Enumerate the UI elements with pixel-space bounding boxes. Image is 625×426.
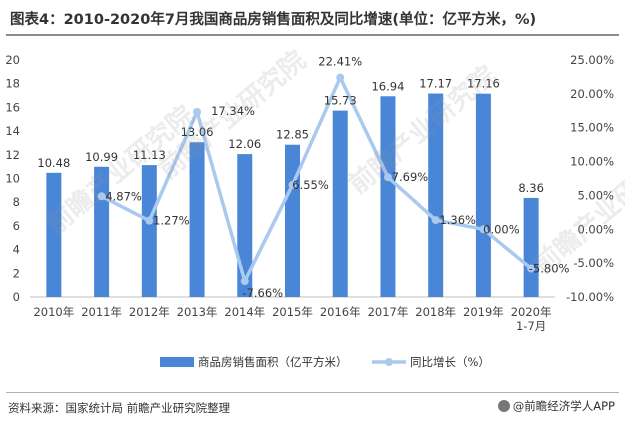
bar-value-label: 13.06 xyxy=(181,125,214,139)
y-left-tick-label: 20 xyxy=(5,53,20,67)
x-tick-label: 2014年 xyxy=(224,305,265,319)
growth-value-label: 6.55% xyxy=(292,178,329,192)
bar xyxy=(523,197,539,297)
y-left-tick-label: 14 xyxy=(5,124,20,138)
legend-bar-label: 商品房销售面积（亿平方米） xyxy=(198,355,348,369)
bar xyxy=(94,166,110,297)
y-right-tick-label: 15.00% xyxy=(570,121,614,135)
brand-credit: @前瞻经济学人APP xyxy=(497,398,615,414)
growth-point xyxy=(527,264,536,273)
growth-point xyxy=(145,216,154,225)
bar-value-label: 10.99 xyxy=(85,150,118,164)
chart-title: 图表4：2010-2020年7月我国商品房销售面积及同比增速(单位：亿平方米，%… xyxy=(10,12,537,28)
bar-value-label: 17.17 xyxy=(419,77,452,91)
bar xyxy=(46,172,62,297)
bar xyxy=(141,165,157,297)
y-left-tick-label: 12 xyxy=(5,148,20,162)
growth-value-label: 4.87% xyxy=(105,189,142,203)
bar-value-label: 17.16 xyxy=(467,77,500,91)
growth-line xyxy=(100,75,533,283)
bar-value-label: 11.13 xyxy=(133,148,166,162)
growth-value-label: 7.69% xyxy=(392,170,429,184)
bar xyxy=(285,144,300,297)
legend-bar-swatch xyxy=(160,357,194,367)
x-tick-label: 1-7月 xyxy=(516,319,546,333)
growth-value-label: 0.00% xyxy=(483,222,520,236)
x-tick-label: 2016年 xyxy=(320,305,361,319)
y-right-tick-label: 0.00% xyxy=(577,222,614,236)
growth-value-label: -7.66% xyxy=(242,286,283,300)
growth-value-label: 1.36% xyxy=(439,213,476,227)
title-divider xyxy=(6,34,619,36)
y-left-tick-label: 10 xyxy=(5,172,20,186)
y-right-tick-label: -10.00% xyxy=(566,290,614,304)
bar xyxy=(189,142,205,297)
chart: 0 2 4 6 8 10 12 14 16 18 20 -10.00% -5.00% 0.00% 5.00%… xyxy=(5,53,614,369)
bar xyxy=(475,93,491,298)
legend-line-marker xyxy=(385,358,393,366)
growth-point xyxy=(479,225,488,234)
growth-point xyxy=(288,180,297,189)
growth-point xyxy=(97,192,106,201)
y-left-tick-label: 6 xyxy=(13,219,20,233)
bar-value-label: 15.73 xyxy=(324,94,357,108)
y-left-tick-label: 4 xyxy=(13,243,20,257)
source-note: 资料来源：国家统计局 前瞻产业研究院整理 xyxy=(8,401,231,415)
growth-value-label: 22.41% xyxy=(318,55,362,69)
legend-line-label: 同比增长（%） xyxy=(410,355,490,369)
y-right-tick-label: 5.00% xyxy=(577,188,614,202)
bar-value-label: 10.48 xyxy=(37,156,70,170)
x-tick-label: 2017年 xyxy=(368,305,409,319)
y-right-tick-label: -5.00% xyxy=(573,256,614,270)
y-left-tick-label: 0 xyxy=(13,290,20,304)
bar-value-label: 12.06 xyxy=(228,137,261,151)
brand-text: @前瞻经济学人APP xyxy=(512,399,615,413)
brand-logo-icon xyxy=(497,400,510,412)
growth-point xyxy=(431,216,440,225)
growth-point xyxy=(193,107,202,116)
bar xyxy=(237,154,253,297)
x-tick-label: 2018年 xyxy=(415,305,456,319)
x-tick-label: 2011年 xyxy=(81,305,122,319)
y-left-tick-label: 8 xyxy=(13,195,20,209)
y-left-tick-label: 16 xyxy=(5,100,20,114)
bar-value-label: 16.94 xyxy=(371,79,404,93)
y-left-tick-label: 2 xyxy=(13,266,20,280)
footer-divider xyxy=(6,392,619,393)
x-tick-label: 2010年 xyxy=(33,305,74,319)
growth-point xyxy=(336,73,345,82)
y-right-tick-label: 25.00% xyxy=(570,53,614,67)
bar xyxy=(428,93,444,298)
growth-value-label: 17.34% xyxy=(211,104,255,118)
bar-value-label: 8.36 xyxy=(518,181,544,195)
growth-point xyxy=(383,173,392,182)
x-tick-label: 2013年 xyxy=(177,305,218,319)
x-tick-label: 2019年 xyxy=(463,305,504,319)
growth-value-label: -5.80% xyxy=(529,262,570,276)
x-tick-label: 2012年 xyxy=(129,305,170,319)
y-left-tick-label: 18 xyxy=(5,77,20,91)
bar xyxy=(332,110,348,297)
bar-value-label: 12.85 xyxy=(276,128,309,142)
x-tick-label: 2020年 xyxy=(511,305,552,319)
growth-point xyxy=(240,277,249,286)
y-right-tick-label: 10.00% xyxy=(570,155,614,169)
bar xyxy=(380,96,396,297)
growth-value-label: 1.27% xyxy=(153,214,190,228)
x-tick-label: 2015年 xyxy=(272,305,313,319)
y-right-tick-label: 20.00% xyxy=(570,87,614,101)
